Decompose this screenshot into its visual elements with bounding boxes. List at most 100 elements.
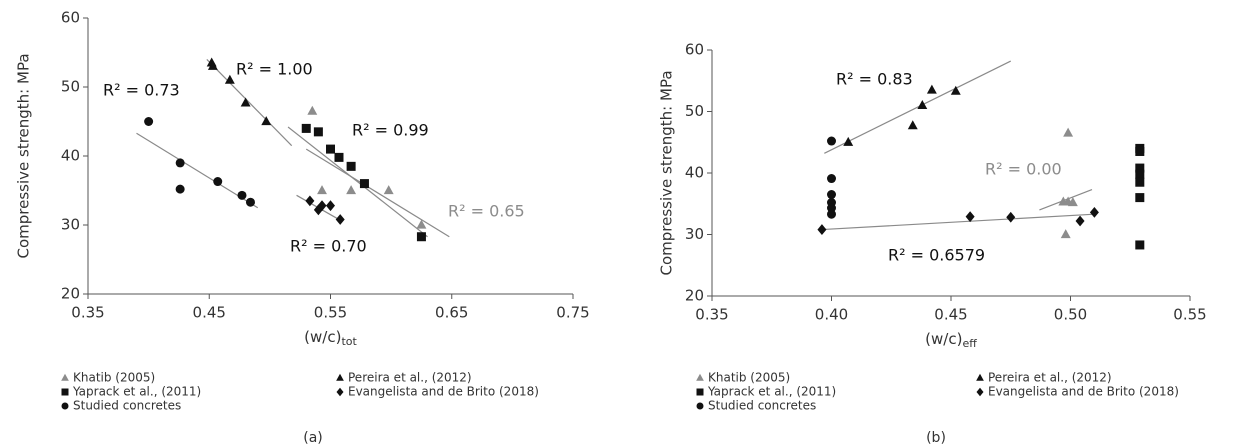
marker [237, 190, 247, 200]
marker [843, 136, 854, 146]
trend-line [821, 213, 1095, 231]
marker [335, 214, 345, 225]
fit-label: R² = 0.99 [352, 121, 429, 140]
y-tick-label: 30 [685, 225, 704, 243]
marker [245, 197, 255, 207]
fit-label: R² = 0.65 [448, 202, 525, 221]
legend-marker [61, 402, 69, 410]
marker [224, 74, 235, 84]
marker [305, 195, 315, 207]
x-tick-label: 0.35 [695, 306, 728, 324]
marker [827, 203, 836, 213]
marker [1135, 146, 1145, 156]
marker [1006, 211, 1016, 223]
x-axis-title: (w/c)eff [925, 330, 977, 351]
y-tick-label: 50 [61, 78, 80, 96]
marker [175, 184, 185, 194]
legend-label: Pereira et al., (2012) [988, 371, 1112, 385]
legend-label: Yaprack et al., (2011) [72, 385, 201, 399]
x-tick-label: 0.75 [556, 304, 589, 322]
marker [346, 161, 356, 171]
marker [917, 99, 928, 109]
y-axis-title: Compressive strength: MPa [658, 70, 676, 275]
fit-label: R² = 1.00 [236, 60, 313, 79]
marker [359, 179, 369, 189]
marker [144, 117, 154, 126]
marker [326, 144, 335, 154]
legend-marker [61, 388, 69, 396]
y-axis-title: Compressive strength: MPa [15, 53, 33, 258]
x-tick-label: 0.45 [934, 306, 967, 324]
legend-label: Pereira et al., (2012) [348, 371, 472, 385]
fit-label: R² = 0.70 [290, 237, 367, 256]
marker [1135, 163, 1145, 173]
trend-line [305, 148, 450, 238]
marker [346, 185, 357, 195]
trend-line [824, 60, 1012, 154]
marker [261, 116, 272, 126]
legend-label: Evangelista and de Brito (2018) [988, 385, 1179, 399]
legend-marker [61, 373, 69, 381]
legend-marker [976, 373, 984, 381]
legend-marker [696, 388, 704, 396]
marker [1135, 177, 1145, 187]
marker [1063, 127, 1074, 137]
marker [416, 219, 427, 229]
marker [827, 209, 836, 219]
marker [307, 105, 318, 115]
trend-line [287, 126, 428, 238]
marker [1135, 193, 1145, 203]
marker [1067, 197, 1078, 207]
marker [827, 174, 836, 184]
y-tick-label: 20 [685, 287, 704, 305]
marker [827, 190, 836, 200]
x-tick-label: 0.45 [193, 304, 226, 322]
legend-label: Studied concretes [73, 399, 181, 413]
fit-label: R² = 0.6579 [888, 246, 985, 265]
legend-label: Khatib (2005) [73, 371, 155, 385]
marker [1089, 206, 1099, 218]
y-tick-label: 40 [61, 147, 80, 165]
x-tick-label: 0.50 [1054, 306, 1087, 324]
marker [240, 97, 251, 107]
fit-label: R² = 0.73 [103, 81, 180, 100]
marker [317, 185, 327, 195]
marker [313, 127, 323, 137]
marker [907, 120, 918, 130]
caption: (b) [926, 430, 946, 446]
panel: 20 30 40 50 60 0.35 0.45 0.55 0.65 0.75 Compressiv… [15, 9, 590, 447]
y-tick-label: 30 [61, 216, 80, 234]
marker [965, 211, 975, 223]
marker [207, 60, 218, 70]
y-tick-label: 40 [685, 164, 704, 182]
marker [926, 84, 937, 94]
y-tick-label: 60 [61, 9, 80, 27]
legend-label: Studied concretes [708, 399, 816, 413]
x-axis-title-main: (w/c) [304, 328, 341, 346]
x-axis-title-main: (w/c) [925, 330, 962, 348]
x-tick-label: 0.35 [71, 304, 104, 322]
marker [1075, 215, 1085, 227]
legend-marker [336, 387, 344, 397]
x-tick-label: 0.40 [815, 306, 848, 324]
marker [213, 177, 223, 187]
x-axis-title-sub: eff [962, 337, 977, 350]
y-tick-label: 60 [685, 41, 704, 59]
caption: (a) [303, 430, 323, 446]
marker [817, 224, 827, 235]
marker [1135, 169, 1145, 179]
x-tick-label: 0.65 [435, 304, 468, 322]
legend-marker [976, 387, 984, 397]
marker [1135, 240, 1145, 250]
marker [416, 232, 426, 242]
x-axis-title-sub: tot [341, 335, 357, 348]
fit-label: R² = 0.83 [836, 70, 913, 89]
panel: 20 30 40 50 60 0.35 0.40 0.45 0.50 0.55 Compressiv… [658, 41, 1207, 447]
x-axis-title: (w/c)tot [304, 328, 357, 349]
legend-label: Khatib (2005) [708, 371, 790, 385]
marker [383, 185, 394, 195]
fit-label: R² = 0.00 [985, 160, 1062, 179]
x-tick-label: 0.55 [314, 304, 347, 322]
trend-line [206, 58, 293, 147]
